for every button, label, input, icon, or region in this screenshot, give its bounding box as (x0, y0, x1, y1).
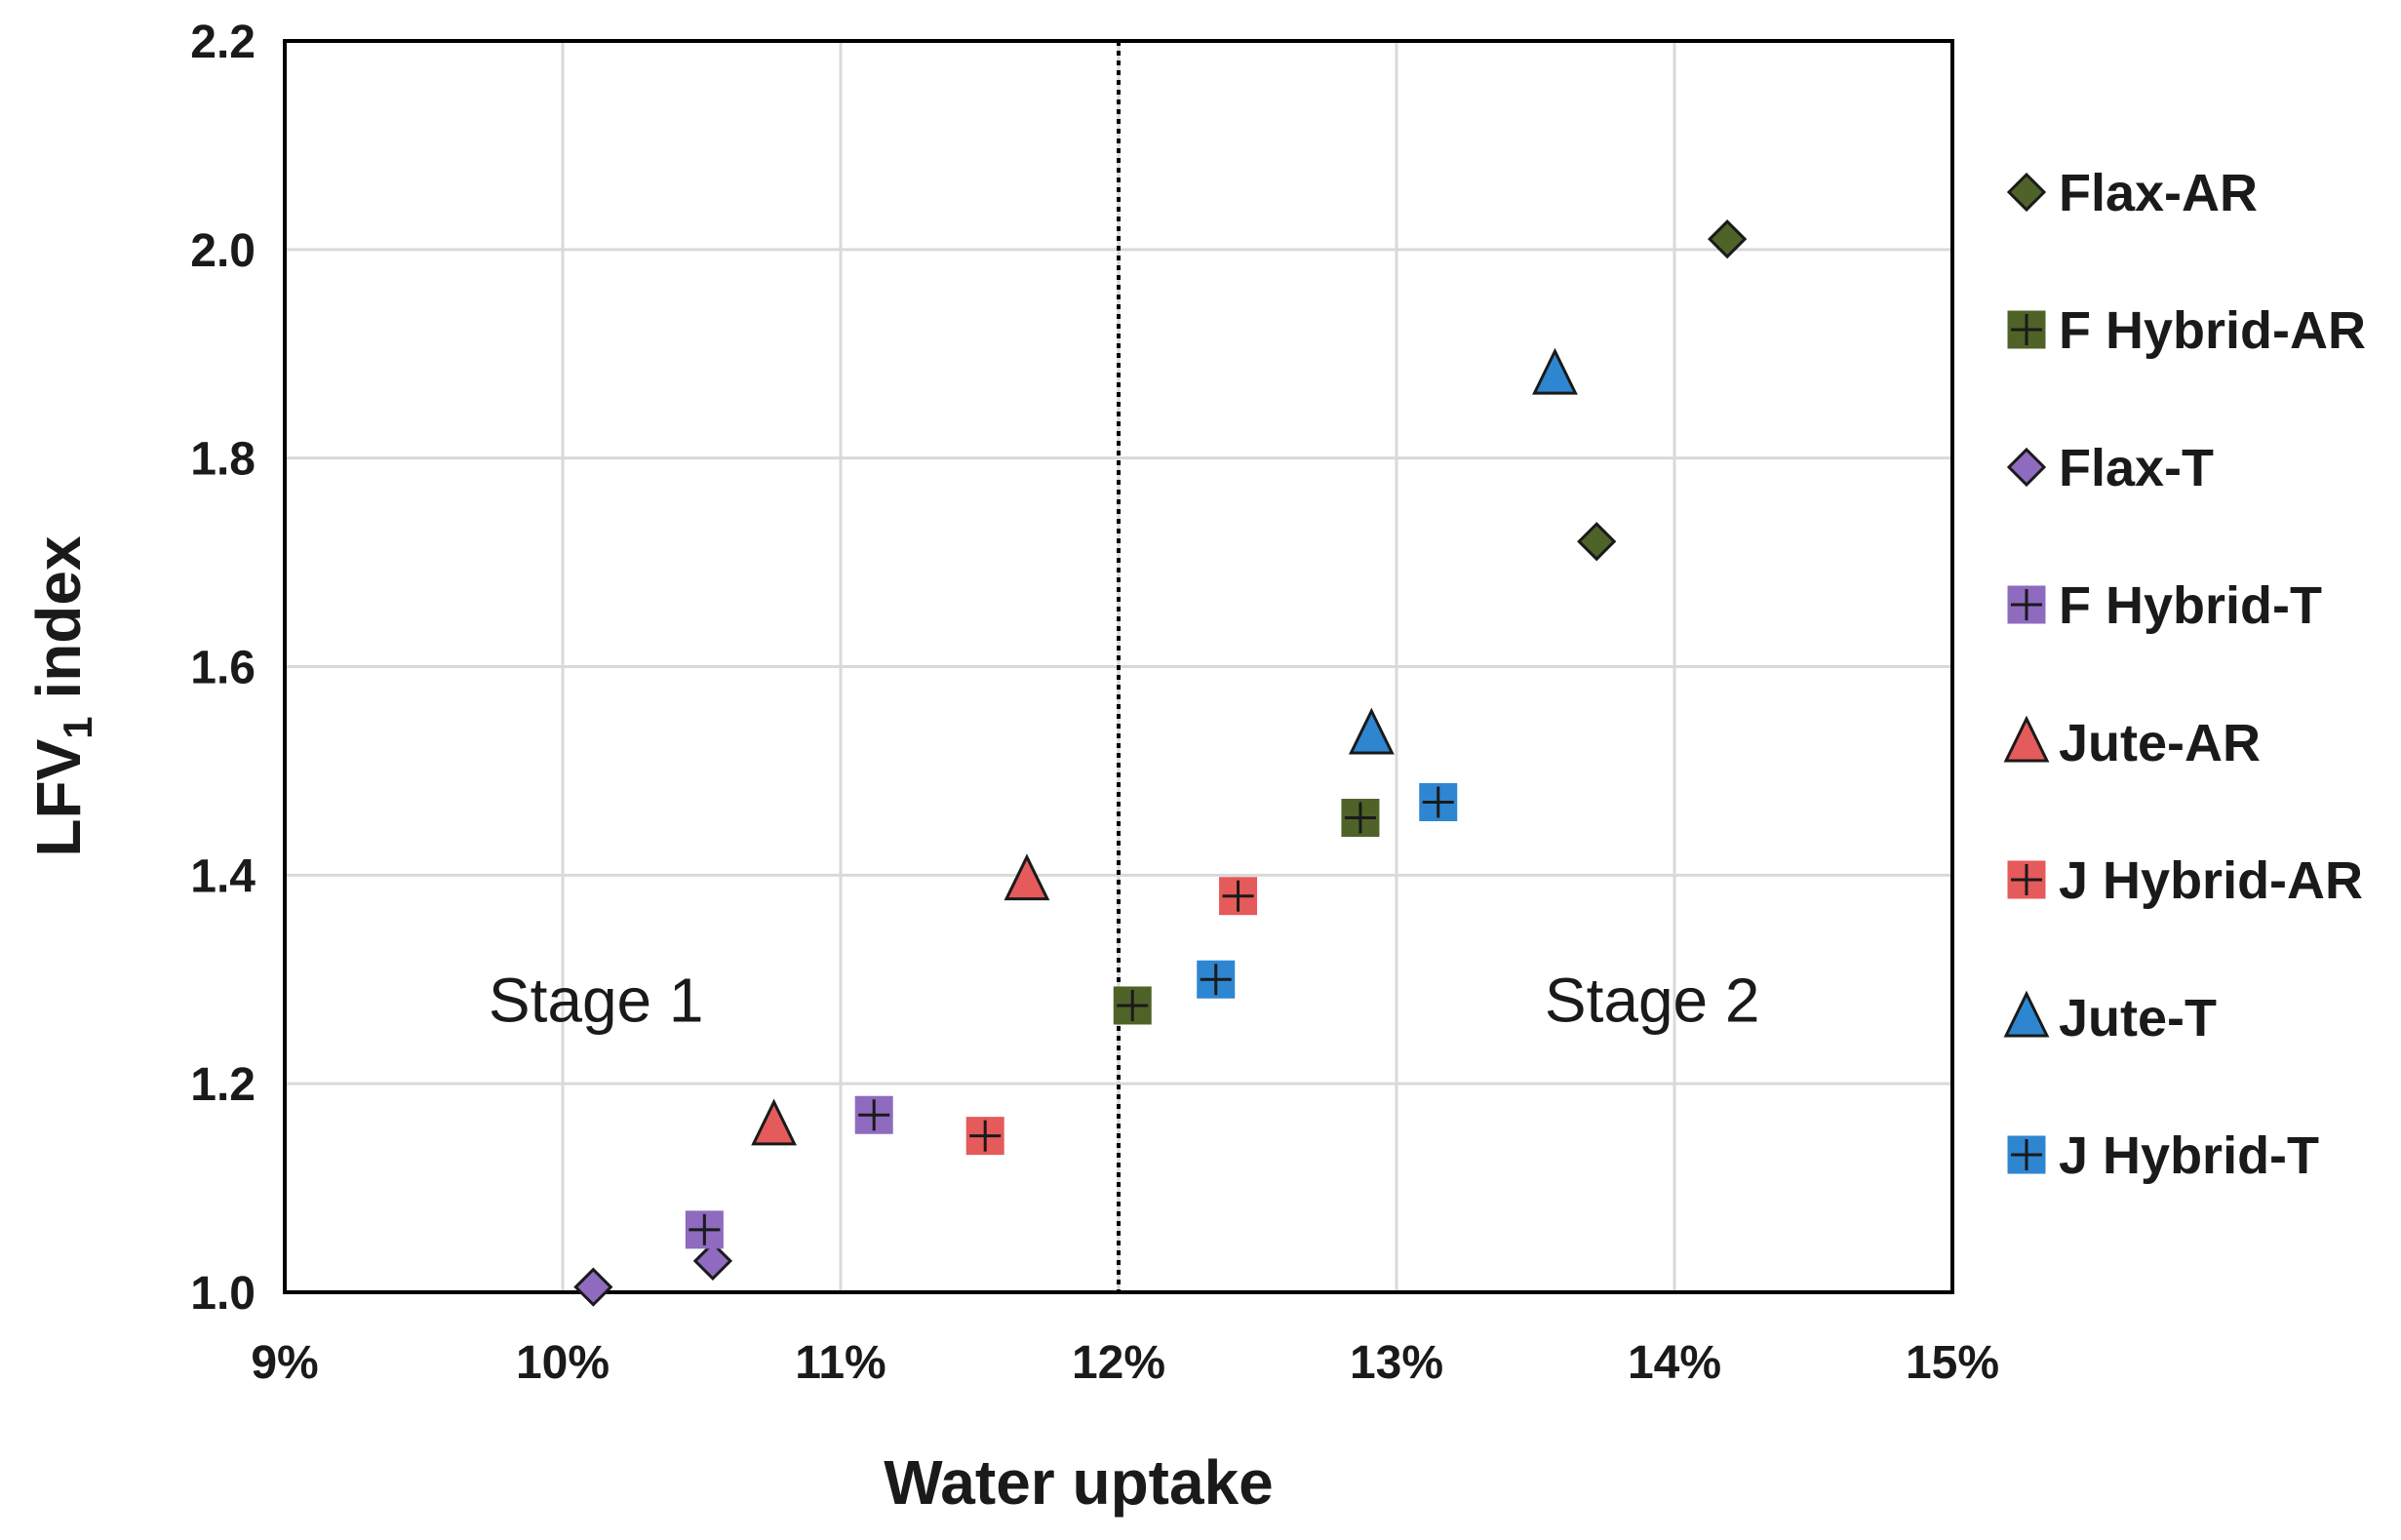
y-tick-label: 1.6 (190, 643, 256, 694)
y-tick-label: 2.0 (190, 225, 256, 277)
data-point (692, 1241, 733, 1282)
legend-item: Jute-T (2003, 989, 2217, 1047)
y-tick-label: 2.2 (190, 17, 256, 68)
x-tick-label: 12% (1072, 1337, 1165, 1389)
x-tick-label: 15% (1906, 1337, 1999, 1389)
y-tick-label: 1.2 (190, 1059, 256, 1111)
data-point (1348, 707, 1395, 755)
legend-item: Flax-T (2006, 439, 2214, 497)
y-tick-label: 1.8 (190, 434, 256, 486)
legend-label: Jute-T (2059, 989, 2217, 1047)
legend-item: F Hybrid-T (2007, 576, 2322, 635)
stage-label: Stage 2 (1545, 966, 1760, 1036)
data-point (1197, 960, 1236, 999)
plot-area-frame (283, 39, 1954, 1294)
y-axis-ticks: 1.0 1.2 1.4 1.6 1.8 2.0 2.2 (190, 17, 256, 1320)
legend-item: J Hybrid-AR (2007, 851, 2363, 910)
legend-marker (2007, 585, 2046, 624)
legend-label: J Hybrid-T (2059, 1126, 2319, 1185)
legend-item: J Hybrid-T (2007, 1126, 2319, 1185)
x-tick-label: 9% (251, 1337, 318, 1389)
legend-item: Flax-AR (2006, 164, 2258, 222)
data-point (1113, 986, 1152, 1025)
legend-marker (2007, 310, 2046, 349)
legend: Flax-AR F Hybrid-AR Flax-T F Hybrid-T Jute-A… (2003, 164, 2366, 1185)
legend-marker (2006, 447, 2047, 488)
stage-label: Stage 1 (489, 966, 704, 1036)
legend-label: J Hybrid-AR (2059, 851, 2363, 910)
data-point (1577, 522, 1617, 562)
legend-marker (2003, 990, 2050, 1038)
x-tick-label: 13% (1350, 1337, 1443, 1389)
x-tick-label: 10% (516, 1337, 610, 1389)
y-axis-title-main: LFV (23, 738, 94, 856)
legend-marker (2007, 860, 2046, 899)
legend-label: Flax-AR (2059, 164, 2258, 222)
legend-marker (2003, 715, 2050, 763)
data-point (1419, 782, 1458, 821)
x-tick-label: 14% (1628, 1337, 1721, 1389)
legend-label: F Hybrid-AR (2059, 301, 2366, 360)
y-axis-title-subscript: 1 (55, 716, 100, 738)
y-axis-title-rest: index (23, 535, 94, 716)
y-tick-label: 1.0 (190, 1268, 256, 1320)
x-axis-title: Water uptake (884, 1447, 1274, 1518)
data-point (854, 1095, 893, 1134)
y-tick-label: 1.4 (190, 850, 256, 902)
data-point (1004, 853, 1050, 901)
data-points (573, 219, 1748, 1307)
x-tick-label: 11% (795, 1337, 886, 1389)
data-point (573, 1267, 613, 1307)
legend-marker (2007, 1135, 2046, 1174)
legend-marker (2006, 172, 2047, 213)
data-point (751, 1098, 798, 1146)
data-point (1341, 799, 1380, 838)
stage-annotations: Stage 1 Stage 2 (489, 966, 1760, 1036)
data-point (1708, 219, 1748, 259)
legend-item: F Hybrid-AR (2007, 301, 2366, 360)
legend-label: Flax-T (2059, 439, 2214, 497)
data-point (1219, 877, 1258, 916)
data-point (685, 1210, 724, 1249)
legend-label: Jute-AR (2059, 714, 2261, 772)
legend-item: Jute-AR (2003, 714, 2261, 772)
data-point (965, 1117, 1004, 1156)
data-point (1532, 347, 1578, 395)
x-axis-ticks: 9% 10% 11% 12% 13% 14% 15% (251, 1337, 1999, 1389)
y-axis-title: LFV1 index (23, 535, 100, 857)
legend-label: F Hybrid-T (2059, 576, 2322, 635)
